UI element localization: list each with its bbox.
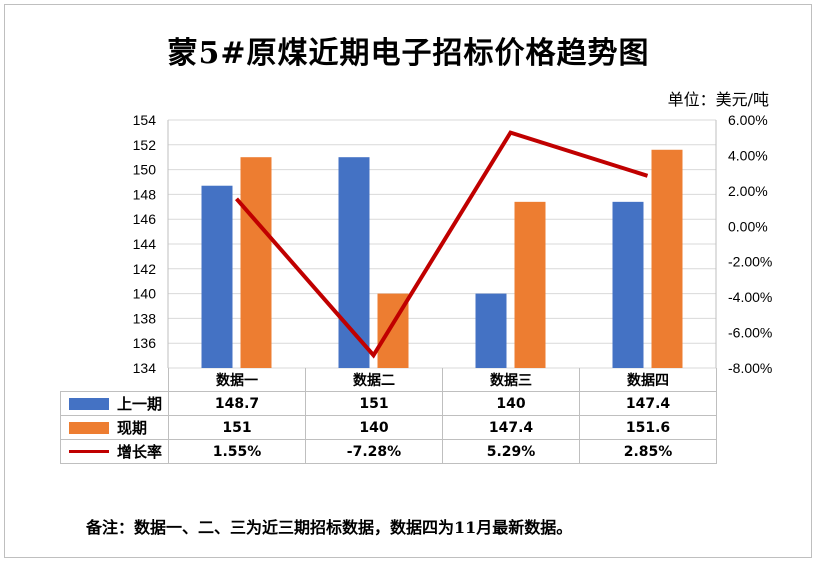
y-tick-label: 148 bbox=[133, 186, 157, 202]
growth-line bbox=[234, 130, 649, 359]
bar bbox=[612, 201, 644, 368]
y2-tick-label: 4.00% bbox=[728, 147, 768, 163]
category-label: 数据三 bbox=[442, 368, 580, 392]
y2-tick-label: -8.00% bbox=[728, 360, 772, 376]
data-label: 151 bbox=[168, 415, 306, 440]
y-tick-label: 138 bbox=[133, 310, 157, 326]
data-table: 数据一 数据二 数据三 数据四 上一期 148.7 151 140 147.4 … bbox=[60, 368, 717, 464]
data-label: 147.4 bbox=[579, 391, 717, 416]
table-row: 增长率 1.55% -7.28% 5.29% 2.85% bbox=[60, 439, 717, 464]
data-label: 140 bbox=[442, 391, 580, 416]
unit-label: 单位：美元/吨 bbox=[667, 90, 769, 109]
y-tick-label: 154 bbox=[133, 112, 157, 128]
bar bbox=[201, 185, 233, 368]
bar bbox=[338, 157, 370, 368]
chart-title: 蒙5#原煤近期电子招标价格趋势图 bbox=[167, 36, 650, 71]
y2-tick-label: -6.00% bbox=[728, 325, 772, 341]
legend-entry-curr: 现期 bbox=[60, 415, 169, 440]
data-label: 2.85% bbox=[579, 439, 717, 464]
y2-tick-label: -2.00% bbox=[728, 254, 772, 270]
legend-key-growth bbox=[69, 450, 109, 453]
data-label: 1.55% bbox=[168, 439, 306, 464]
data-label: -7.28% bbox=[305, 439, 443, 464]
legend-key-prev bbox=[69, 397, 109, 410]
bar bbox=[514, 201, 546, 368]
y-tick-label: 136 bbox=[133, 335, 157, 351]
bar bbox=[240, 157, 272, 368]
y-tick-label: 146 bbox=[133, 211, 157, 227]
table-row: 上一期 148.7 151 140 147.4 bbox=[60, 391, 717, 416]
y2-tick-label: -4.00% bbox=[728, 289, 772, 305]
bar bbox=[651, 149, 683, 368]
table-header-row: 数据一 数据二 数据三 数据四 bbox=[60, 368, 717, 392]
data-label: 147.4 bbox=[442, 415, 580, 440]
data-label: 5.29% bbox=[442, 439, 580, 464]
footnote: 备注：数据一、二、三为近三期招标数据，数据四为11月最新数据。 bbox=[86, 518, 573, 537]
y-tick-label: 150 bbox=[133, 162, 157, 178]
y-tick-label: 144 bbox=[133, 236, 157, 252]
legend-entry-growth: 增长率 bbox=[60, 439, 169, 464]
legend-key-curr bbox=[69, 421, 109, 434]
y-tick-label: 142 bbox=[133, 261, 157, 277]
y-tick-label: 152 bbox=[133, 137, 157, 153]
series-name: 增长率 bbox=[117, 443, 163, 461]
series-name: 上一期 bbox=[117, 395, 163, 413]
data-label: 140 bbox=[305, 415, 443, 440]
legend-entry-prev: 上一期 bbox=[60, 391, 169, 416]
data-label: 148.7 bbox=[168, 391, 306, 416]
category-label: 数据一 bbox=[168, 368, 306, 392]
y2-tick-label: 0.00% bbox=[728, 218, 768, 234]
data-label: 151.6 bbox=[579, 415, 717, 440]
table-corner bbox=[60, 368, 169, 392]
table-row: 现期 151 140 147.4 151.6 bbox=[60, 415, 717, 440]
series-name: 现期 bbox=[117, 419, 148, 437]
y-tick-label: 140 bbox=[133, 286, 157, 302]
bar bbox=[475, 293, 507, 368]
category-label: 数据二 bbox=[305, 368, 443, 392]
data-label: 151 bbox=[305, 391, 443, 416]
category-label: 数据四 bbox=[579, 368, 717, 392]
y2-tick-label: 6.00% bbox=[728, 112, 768, 128]
y2-tick-label: 2.00% bbox=[728, 183, 768, 199]
